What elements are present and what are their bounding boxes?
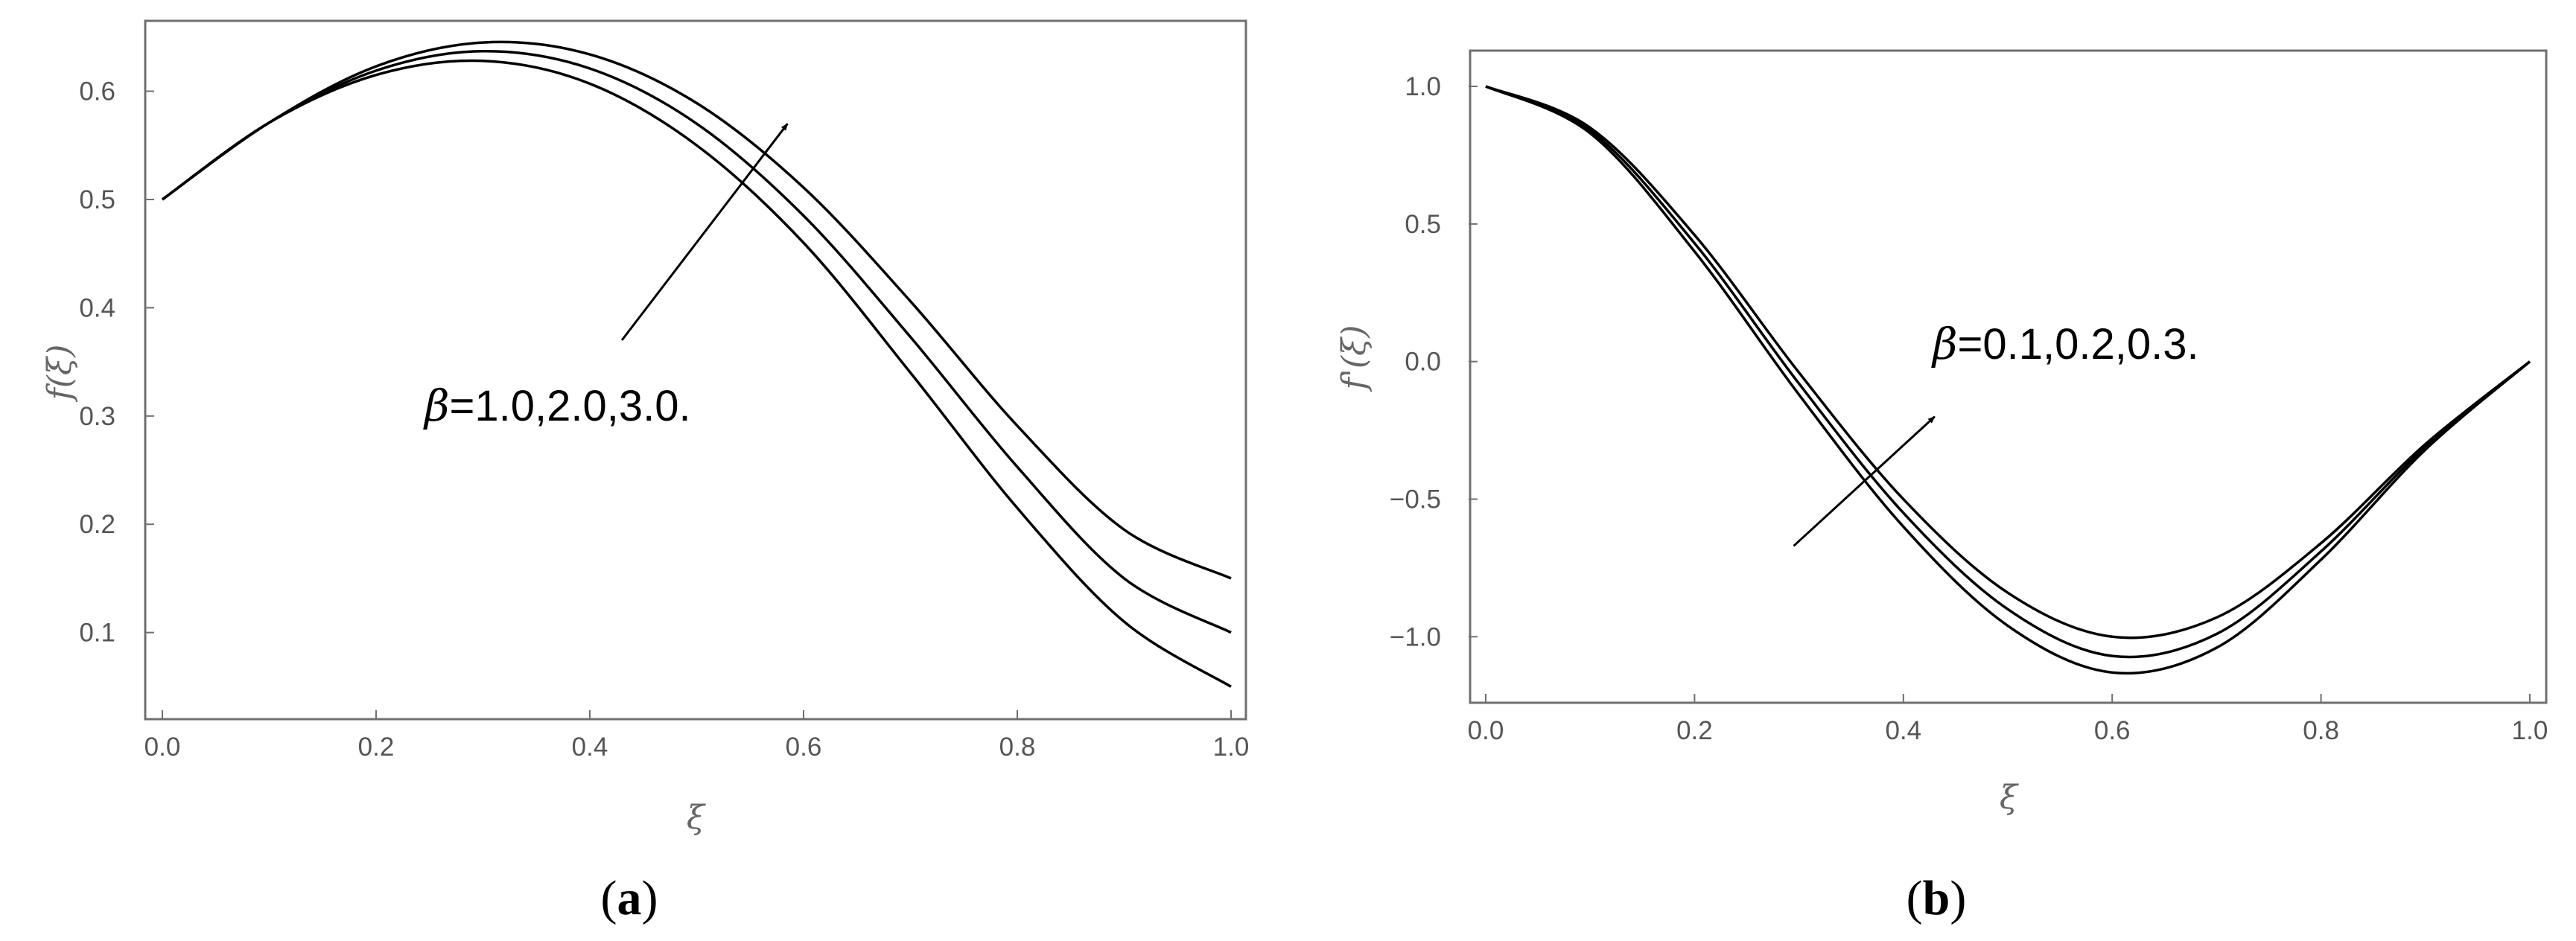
series-line-3	[161, 40, 1232, 580]
series-line-2	[1485, 85, 2531, 659]
x-tick-label: 0.0	[1468, 716, 1504, 745]
series-line-1	[1485, 85, 2531, 675]
series-line-1	[161, 59, 1232, 688]
y-tick-label: 0.6	[79, 77, 115, 106]
y-tick-label: 0.3	[79, 402, 115, 431]
y-tick-label: 0.1	[79, 619, 115, 648]
y-ticks: 0.1 0.2 0.3 0.4 0.5 0.6	[79, 77, 154, 648]
x-tick-label: 0.4	[572, 733, 608, 762]
y-axis-label: f'(ξ)	[1335, 325, 1373, 392]
annotation-text: =0.1,0.2,0.3.	[1958, 320, 2199, 369]
y-ticks: 1.0 0.5 0.0 −0.5 −1.0	[1390, 72, 1478, 651]
y-tick-label: −1.0	[1390, 622, 1441, 651]
panel-label-a: (a)	[601, 871, 658, 925]
panel-label-b: (b)	[1906, 871, 1967, 925]
panel-label-letter-a: a	[617, 871, 642, 925]
y-tick-label: −0.5	[1390, 485, 1441, 514]
series-line-2	[161, 49, 1232, 634]
x-ticks: 0.0 0.2 0.4 0.6 0.8 1.0	[144, 710, 1250, 762]
y-tick-label: 1.0	[1405, 72, 1441, 101]
x-tick-label: 0.0	[144, 733, 181, 762]
x-tick-label: 1.0	[2512, 716, 2548, 745]
x-tick-label: 0.4	[1885, 716, 1921, 745]
x-axis-label: ξ	[687, 799, 707, 837]
svg-text:β=1.0,2.0,3.0.: β=1.0,2.0,3.0.	[423, 380, 691, 431]
annotation-beta-symbol: β	[1931, 319, 1958, 369]
y-tick-label: 0.5	[79, 185, 115, 214]
x-tick-label: 0.6	[786, 733, 822, 762]
annotation-text: =1.0,2.0,3.0.	[450, 382, 691, 430]
trend-arrow	[620, 123, 789, 341]
y-tick-label: 0.2	[79, 510, 115, 539]
series-group	[1485, 85, 2531, 675]
y-tick-label: 0.5	[1405, 210, 1441, 239]
y-axis-label: f(ξ)	[41, 345, 79, 403]
y-tick-label: 0.0	[1405, 348, 1441, 377]
x-tick-label: 0.8	[999, 733, 1036, 762]
x-ticks: 0.0 0.2 0.4 0.6 0.8 1.0	[1468, 694, 2548, 745]
x-tick-label: 0.6	[2094, 716, 2131, 745]
svg-text:β=0.1,0.2,0.3.: β=0.1,0.2,0.3.	[1931, 319, 2199, 369]
annotation-beta-symbol: β	[423, 380, 450, 431]
y-tick-label: 0.4	[79, 293, 115, 322]
panel-a: 0.0 0.2 0.4 0.6 0.8 1.0 0.1 0.2 0.3 0.4 0.5 0.6 β=…	[41, 19, 1250, 925]
x-axis-label: ξ	[2000, 779, 2020, 817]
x-tick-label: 0.8	[2303, 716, 2339, 745]
x-tick-label: 0.2	[1676, 716, 1713, 745]
trend-arrow	[1793, 415, 1936, 547]
plot-frame	[1469, 49, 2548, 704]
series-line-3	[1485, 85, 2531, 639]
panel-b: 0.0 0.2 0.4 0.6 0.8 1.0 1.0 0.5 0.0 −0.5 −1.0 β=0…	[1335, 49, 2548, 925]
panel-label-letter-b: b	[1923, 871, 1950, 925]
series-group	[161, 40, 1232, 688]
x-tick-label: 1.0	[1213, 733, 1250, 762]
x-tick-label: 0.2	[358, 733, 395, 762]
plot-frame	[144, 19, 1247, 721]
